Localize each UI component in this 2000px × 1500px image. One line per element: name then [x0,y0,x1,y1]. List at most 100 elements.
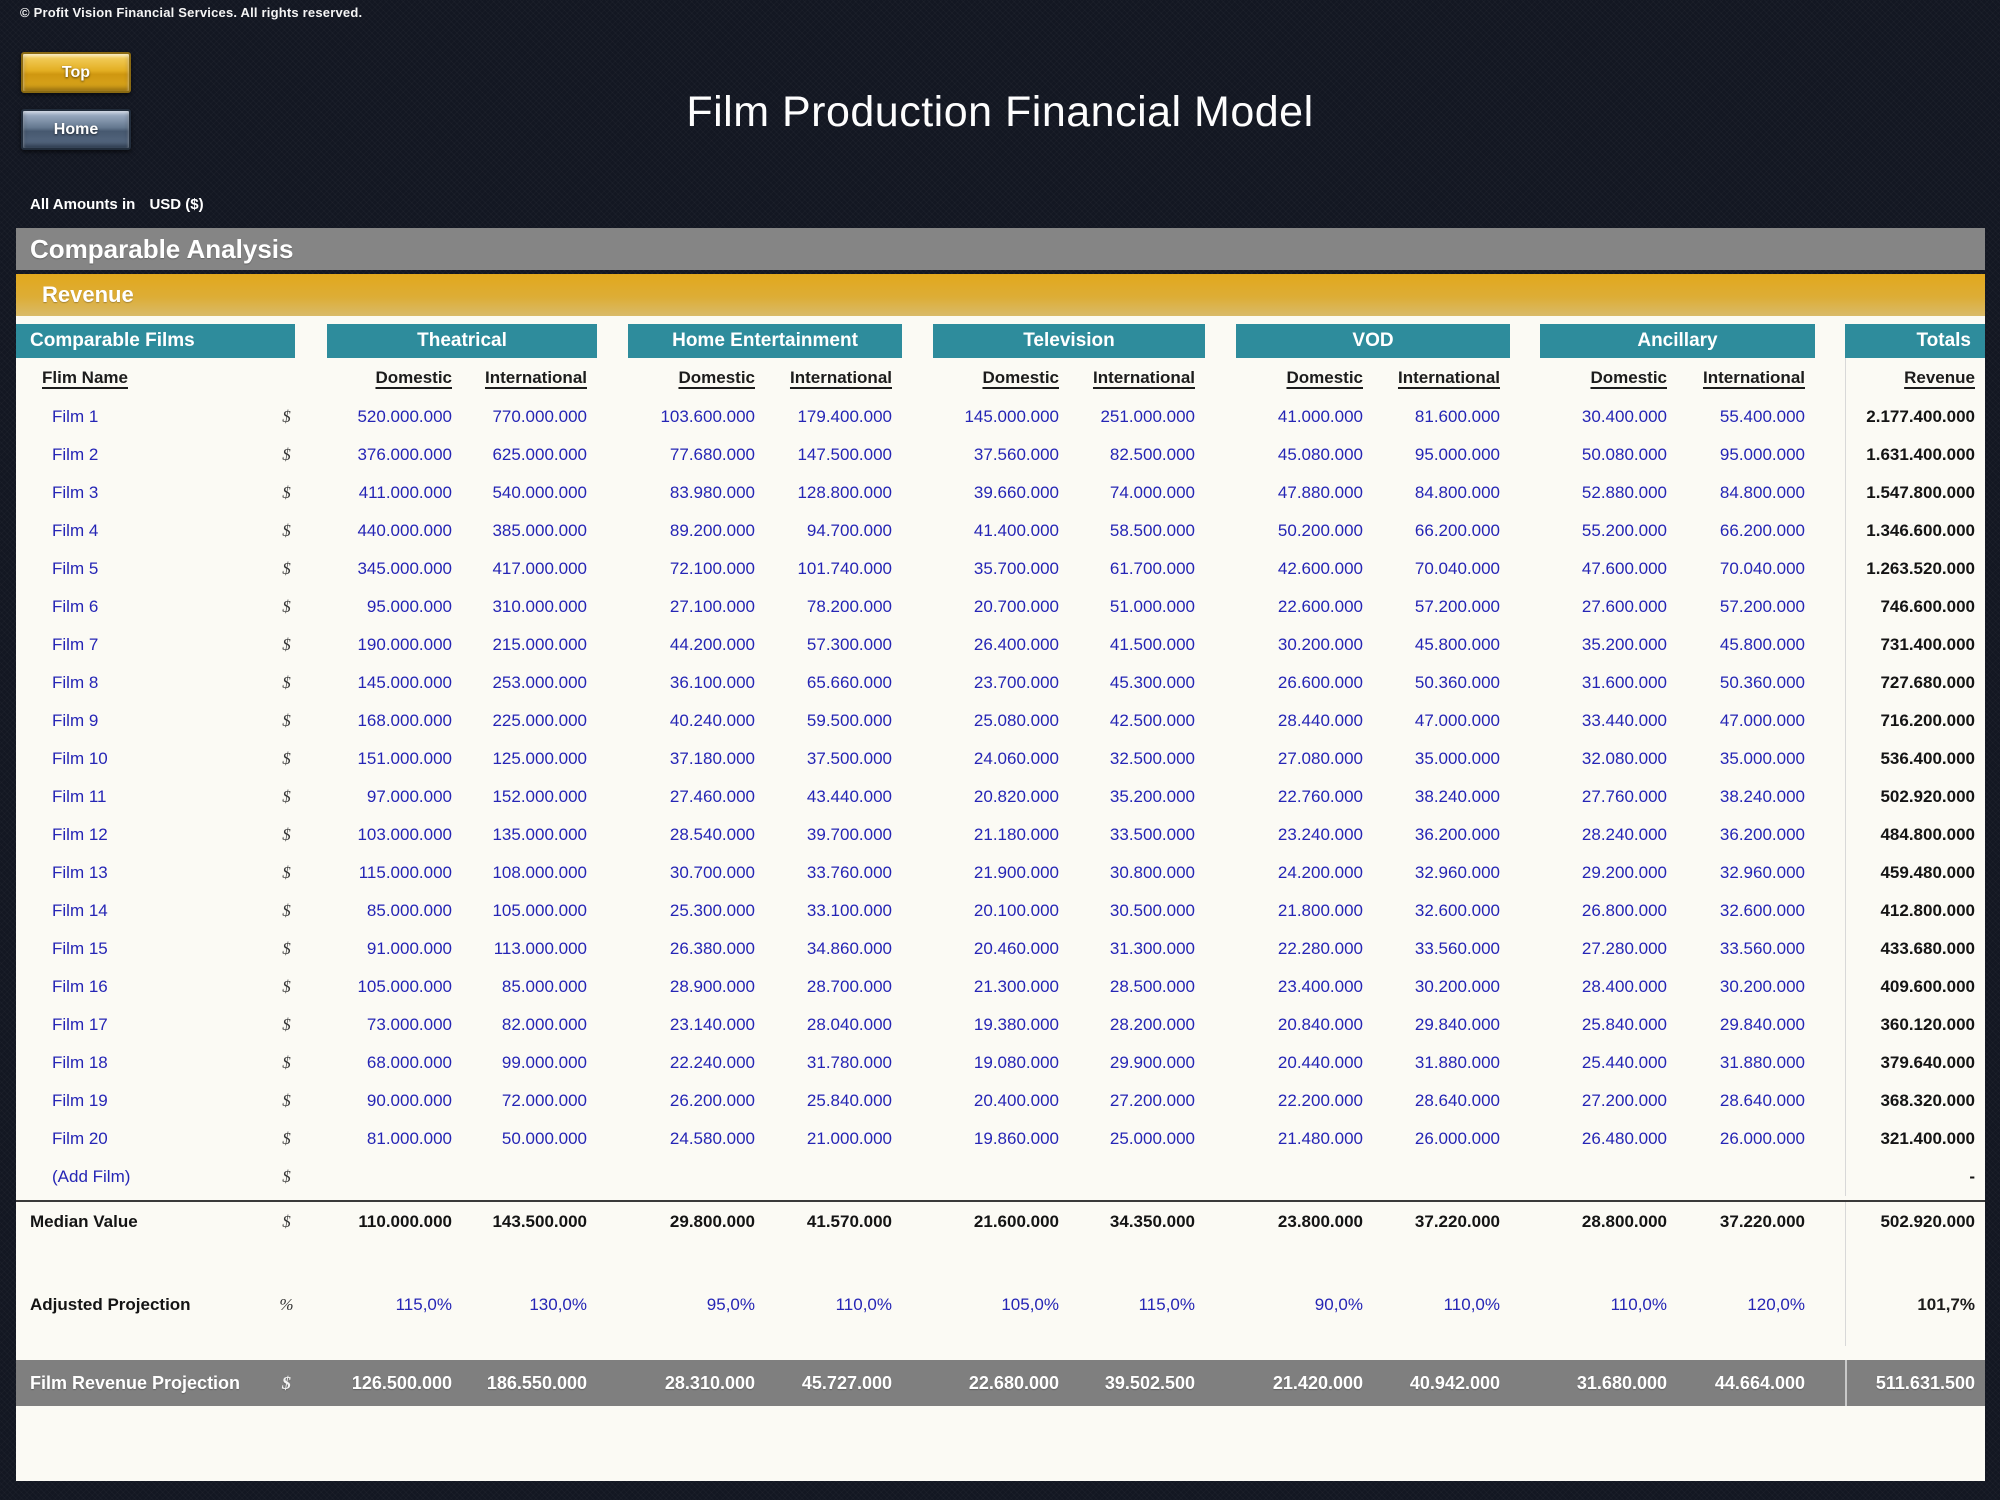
revenue-value-cell[interactable]: 33.500.000 [1109,825,1195,844]
revenue-value-cell[interactable]: 72.000.000 [501,1091,587,1110]
film-name-cell[interactable]: Film 6 [52,597,99,616]
revenue-value-cell[interactable]: 45.800.000 [1414,635,1500,654]
film-name-cell[interactable]: Film 5 [52,559,99,578]
revenue-value-cell[interactable]: 57.200.000 [1719,597,1805,616]
revenue-value-cell[interactable]: 540.000.000 [492,483,587,502]
revenue-value-cell[interactable]: 28.440.000 [1277,711,1363,730]
revenue-value-cell[interactable]: 21.000.000 [806,1129,892,1148]
revenue-value-cell[interactable]: 50.360.000 [1414,673,1500,692]
revenue-value-cell[interactable]: 36.200.000 [1414,825,1500,844]
revenue-value-cell[interactable]: 82.500.000 [1109,445,1195,464]
revenue-value-cell[interactable]: 70.040.000 [1414,559,1500,578]
revenue-value-cell[interactable]: 41.500.000 [1109,635,1195,654]
revenue-value-cell[interactable]: 84.800.000 [1719,483,1805,502]
revenue-value-cell[interactable]: 20.820.000 [973,787,1059,806]
revenue-value-cell[interactable]: 85.000.000 [366,901,452,920]
revenue-value-cell[interactable]: 31.880.000 [1414,1053,1500,1072]
revenue-value-cell[interactable]: 29.840.000 [1719,1015,1805,1034]
film-name-cell[interactable]: Film 18 [52,1053,108,1072]
revenue-value-cell[interactable]: 74.000.000 [1109,483,1195,502]
revenue-value-cell[interactable]: 33.100.000 [806,901,892,920]
revenue-value-cell[interactable]: 28.700.000 [806,977,892,996]
revenue-value-cell[interactable]: 32.600.000 [1719,901,1805,920]
revenue-value-cell[interactable] [327,1158,462,1196]
revenue-value-cell[interactable]: 38.240.000 [1414,787,1500,806]
revenue-value-cell[interactable]: 32.960.000 [1414,863,1500,882]
revenue-value-cell[interactable]: 251.000.000 [1100,407,1195,426]
revenue-value-cell[interactable]: 25.840.000 [1581,1015,1667,1034]
revenue-value-cell[interactable]: 83.980.000 [669,483,755,502]
revenue-value-cell[interactable]: 215.000.000 [492,635,587,654]
revenue-value-cell[interactable]: 253.000.000 [492,673,587,692]
revenue-value-cell[interactable]: 32.600.000 [1414,901,1500,920]
revenue-value-cell[interactable]: 42.600.000 [1277,559,1363,578]
revenue-value-cell[interactable]: 101.740.000 [797,559,892,578]
revenue-value-cell[interactable]: 20.840.000 [1277,1015,1363,1034]
revenue-value-cell[interactable]: 25.080.000 [973,711,1059,730]
revenue-value-cell[interactable]: 30.400.000 [1581,407,1667,426]
revenue-value-cell[interactable]: 152.000.000 [492,787,587,806]
revenue-value-cell[interactable]: 66.200.000 [1719,521,1805,540]
revenue-value-cell[interactable]: 29.840.000 [1414,1015,1500,1034]
revenue-value-cell[interactable]: 59.500.000 [806,711,892,730]
revenue-value-cell[interactable]: 27.080.000 [1277,749,1363,768]
revenue-value-cell[interactable]: 32.960.000 [1719,863,1805,882]
revenue-value-cell[interactable]: 28.500.000 [1109,977,1195,996]
revenue-value-cell[interactable]: 50.360.000 [1719,673,1805,692]
revenue-value-cell[interactable]: 103.000.000 [357,825,452,844]
revenue-value-cell[interactable]: 27.460.000 [669,787,755,806]
add-film-cell[interactable]: (Add Film) [52,1167,131,1186]
revenue-value-cell[interactable]: 27.200.000 [1109,1091,1195,1110]
revenue-value-cell[interactable]: 42.500.000 [1109,711,1195,730]
revenue-value-cell[interactable] [1677,1158,1815,1196]
revenue-value-cell[interactable]: 24.200.000 [1277,863,1363,882]
revenue-value-cell[interactable]: 113.000.000 [493,939,587,958]
revenue-value-cell[interactable]: 179.400.000 [797,407,892,426]
revenue-value-cell[interactable]: 25.440.000 [1581,1053,1667,1072]
film-name-cell[interactable]: Film 11 [52,787,107,806]
revenue-value-cell[interactable] [1069,1158,1205,1196]
revenue-value-cell[interactable]: 41.000.000 [1277,407,1363,426]
revenue-value-cell[interactable]: 72.100.000 [669,559,755,578]
revenue-value-cell[interactable]: 35.000.000 [1719,749,1805,768]
revenue-value-cell[interactable] [628,1158,765,1196]
home-button[interactable]: Home [21,109,131,150]
revenue-value-cell[interactable]: 34.860.000 [806,939,892,958]
revenue-value-cell[interactable]: 99.000.000 [501,1053,587,1072]
revenue-value-cell[interactable]: 47.000.000 [1719,711,1805,730]
revenue-value-cell[interactable]: 89.200.000 [669,521,755,540]
revenue-value-cell[interactable] [1236,1158,1373,1196]
adjusted-percent-cell[interactable]: 130,0% [529,1295,587,1314]
revenue-value-cell[interactable]: 40.240.000 [669,711,755,730]
revenue-value-cell[interactable]: 31.880.000 [1719,1053,1805,1072]
revenue-value-cell[interactable]: 37.560.000 [973,445,1059,464]
revenue-value-cell[interactable]: 65.660.000 [806,673,892,692]
film-name-cell[interactable]: Film 9 [52,711,99,730]
revenue-value-cell[interactable]: 91.000.000 [366,939,452,958]
revenue-value-cell[interactable]: 95.000.000 [366,597,452,616]
adjusted-percent-cell[interactable]: 115,0% [1138,1295,1195,1314]
revenue-value-cell[interactable] [933,1158,1069,1196]
adjusted-percent-cell[interactable]: 105,0% [1001,1295,1059,1314]
revenue-value-cell[interactable]: 33.440.000 [1581,711,1667,730]
revenue-value-cell[interactable]: 26.200.000 [669,1091,755,1110]
revenue-value-cell[interactable]: 21.800.000 [1277,901,1363,920]
revenue-value-cell[interactable]: 57.300.000 [806,635,892,654]
revenue-value-cell[interactable]: 22.600.000 [1277,597,1363,616]
revenue-value-cell[interactable]: 81.600.000 [1414,407,1500,426]
revenue-value-cell[interactable]: 43.440.000 [806,787,892,806]
revenue-value-cell[interactable]: 345.000.000 [357,559,452,578]
adjusted-percent-cell[interactable]: 110,0% [1443,1295,1500,1314]
revenue-value-cell[interactable]: 29.200.000 [1581,863,1667,882]
revenue-value-cell[interactable]: 20.700.000 [973,597,1059,616]
revenue-value-cell[interactable]: 135.000.000 [492,825,587,844]
revenue-value-cell[interactable]: 105.000.000 [357,977,452,996]
revenue-value-cell[interactable]: 58.500.000 [1109,521,1195,540]
revenue-value-cell[interactable]: 125.000.000 [492,749,587,768]
revenue-value-cell[interactable]: 20.400.000 [973,1091,1059,1110]
revenue-value-cell[interactable]: 22.200.000 [1277,1091,1363,1110]
revenue-value-cell[interactable]: 26.600.000 [1277,673,1363,692]
revenue-value-cell[interactable]: 27.600.000 [1581,597,1667,616]
revenue-value-cell[interactable]: 19.080.000 [973,1053,1059,1072]
adjusted-percent-cell[interactable]: 115,0% [395,1295,452,1314]
